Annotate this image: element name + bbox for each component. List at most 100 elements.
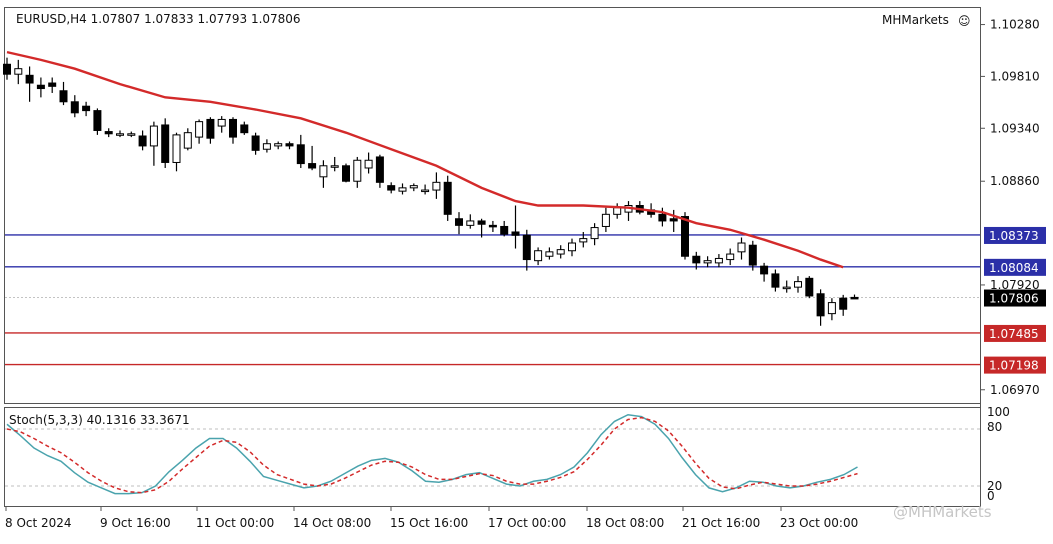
candle-body — [522, 234, 531, 261]
candle-body — [82, 105, 91, 112]
level-label: 1.07198 — [989, 359, 1039, 373]
candle-body — [726, 253, 735, 261]
candle-body — [443, 181, 452, 215]
candle-body — [850, 296, 859, 300]
time-tick-label: 23 Oct 00:00 — [780, 516, 858, 530]
candle-body — [398, 187, 407, 192]
candle-body — [274, 143, 283, 147]
candle-body — [805, 277, 814, 297]
time-tick-label: 14 Oct 08:00 — [293, 516, 371, 530]
candle-body — [364, 159, 373, 169]
candle-body — [217, 118, 226, 127]
candle-body — [342, 165, 350, 182]
candle-body — [782, 286, 791, 290]
candle-body — [240, 124, 249, 134]
candle-body — [387, 185, 396, 191]
candle-body — [229, 118, 237, 138]
candle-body — [421, 189, 430, 193]
candle-body — [568, 242, 576, 252]
level-label: 1.08373 — [989, 229, 1039, 243]
candle-body — [375, 156, 384, 183]
candle-body — [737, 242, 746, 253]
price-tick-label: 1.07920 — [990, 278, 1040, 292]
candle-body — [816, 293, 825, 317]
candle-body — [534, 250, 543, 262]
smiley-icon: ☺ — [958, 14, 971, 28]
moving-average-line — [6, 50, 844, 269]
stoch-tick-label: 0 — [987, 489, 995, 503]
candle-body — [183, 132, 192, 149]
candle-body — [70, 101, 79, 114]
price-tick-label: 1.08860 — [990, 174, 1040, 188]
candle-body — [104, 131, 113, 135]
candle-body — [138, 135, 147, 147]
candle-body — [93, 110, 102, 131]
candle-body — [48, 82, 57, 87]
candle-body — [579, 238, 588, 243]
candle-body — [556, 249, 565, 255]
candle-body — [14, 68, 23, 75]
level-label: 1.08084 — [989, 261, 1039, 275]
candle-body — [127, 133, 136, 136]
candle-body — [714, 257, 723, 264]
broker-label: MHMarkets — [882, 13, 949, 27]
stoch-tick-label: 100 — [987, 405, 1010, 419]
candle-body — [149, 125, 158, 147]
candle-body — [760, 265, 769, 275]
candle-body — [296, 144, 305, 165]
candle-body — [827, 302, 836, 315]
candle-body — [500, 225, 509, 235]
candle-body — [409, 185, 418, 189]
price-tick-label: 1.09340 — [990, 121, 1040, 135]
candle-body — [703, 260, 712, 264]
level-label-box — [984, 356, 1046, 374]
candle-body — [262, 143, 271, 150]
time-tick-label: 15 Oct 16:00 — [390, 516, 468, 530]
level-label: 1.07485 — [989, 327, 1039, 341]
candle-body — [285, 143, 294, 147]
candle-body — [511, 231, 520, 236]
candle-body — [681, 216, 689, 257]
time-tick-label: 21 Oct 16:00 — [682, 516, 760, 530]
candle-body — [692, 255, 701, 264]
candle-body — [794, 281, 802, 288]
candle-body — [771, 273, 780, 288]
level-label-box — [984, 289, 1046, 307]
candle-body — [161, 124, 170, 163]
candle-body — [613, 207, 622, 215]
candle-body — [488, 224, 497, 228]
candle-body — [839, 297, 848, 310]
candle-body — [477, 220, 486, 225]
candle-body — [601, 213, 610, 227]
level-label-box — [984, 258, 1046, 276]
candle-body — [3, 63, 11, 75]
level-label-box — [984, 226, 1046, 244]
candle-body — [669, 218, 678, 222]
price-tick-label: 1.06970 — [990, 383, 1040, 397]
time-tick-label: 11 Oct 00:00 — [196, 516, 274, 530]
stoch-main-line — [6, 413, 858, 495]
axes: 1.08373 1.08084 1.07806 1.07485 1.07198 1.102… — [5, 18, 1046, 530]
candle-body — [658, 213, 667, 222]
symbol-header: EURUSD,H4 1.07807 1.07833 1.07793 1.0780… — [16, 12, 301, 26]
candle-body — [172, 134, 181, 163]
time-tick-label: 8 Oct 2024 — [5, 516, 72, 530]
time-tick-label: 17 Oct 00:00 — [488, 516, 566, 530]
stoch-label: Stoch(5,3,3) 40.1316 33.3671 — [9, 413, 190, 427]
candle-body — [251, 135, 260, 151]
candle-body — [455, 218, 463, 226]
stoch-plot — [5, 413, 980, 495]
stoch-tick-label: 20 — [987, 479, 1002, 493]
candle-body — [36, 84, 45, 90]
candle-body — [195, 121, 204, 138]
candle-body — [432, 181, 441, 191]
time-tick-label: 9 Oct 16:00 — [100, 516, 171, 530]
candle-body — [308, 163, 317, 169]
candle-body — [25, 74, 34, 84]
candle-body — [330, 165, 339, 168]
candle-body — [116, 133, 124, 136]
price-tick-label: 1.09810 — [990, 69, 1040, 83]
main-plot — [3, 50, 980, 366]
candle-body — [319, 165, 328, 178]
